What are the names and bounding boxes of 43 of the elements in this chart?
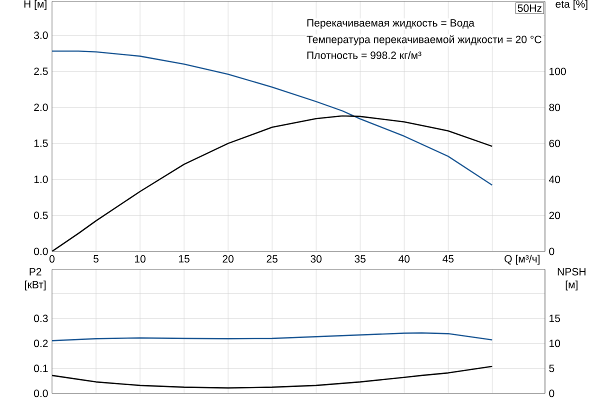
y-tick-label: 1.5 — [34, 139, 48, 147]
y2-tick-label: 15 — [550, 314, 560, 322]
y2-axis-title: eta [%] — [556, 0, 588, 10]
annotation: Перекачиваемая жидкость = Вода — [307, 19, 474, 29]
y2-tick-label: 20 — [549, 211, 560, 219]
y2-tick-label: 0 — [549, 389, 554, 397]
y2-tick-label: 10 — [550, 339, 560, 347]
y-tick-label: 3.0 — [34, 31, 48, 39]
y-tick-label: 0.0 — [34, 247, 48, 255]
annotation: Температура перекачиваемой жидкости = 20 °C — [306, 35, 542, 46]
x-tick-label: 45 — [442, 254, 454, 262]
y-tick-label: 0.0 — [34, 389, 48, 397]
x-tick-label: 25 — [266, 254, 278, 262]
y-axis-title: P2 [кВт] — [25, 268, 46, 290]
line-series — [52, 50, 493, 186]
y2-axis-title: NPSH [м] — [558, 268, 586, 290]
x-tick-label: 35 — [354, 254, 366, 262]
y2-tick-label: 100 — [550, 68, 566, 75]
y-tick-label: 0.2 — [34, 339, 48, 347]
x-tick-label: 5 — [94, 254, 99, 262]
y2-tick-label: 80 — [549, 104, 560, 111]
y-tick-label: 2.0 — [34, 103, 48, 111]
line-series — [52, 115, 493, 252]
y-tick-label: 2.5 — [34, 67, 48, 75]
y2-tick-label: 40 — [548, 175, 560, 183]
y2-tick-label: 5 — [549, 364, 554, 372]
x-tick-label: 0 — [49, 254, 55, 262]
x-tick-label: 40 — [398, 254, 410, 262]
y-tick-label: 0.5 — [34, 211, 48, 219]
x-tick-label: 20 — [222, 254, 234, 262]
y-tick-label: 0.1 — [34, 364, 48, 372]
x-tick-label: 30 — [310, 254, 322, 262]
x-tick-label: 10 — [134, 254, 146, 262]
y2-tick-label: 0 — [549, 247, 554, 255]
y-tick-label: 1.0 — [34, 175, 48, 183]
y-axis-title: H [м] — [24, 0, 46, 10]
annotation: 50Hz — [518, 4, 542, 12]
y-tick-label: 0.3 — [34, 314, 48, 322]
x-axis-title: Q [м³/ч] — [504, 254, 540, 264]
annotation: Плотность = 998.2 кг/м³ — [307, 51, 422, 59]
x-tick-label: 15 — [179, 254, 190, 262]
line-series — [52, 366, 493, 388]
y2-tick-label: 60 — [549, 139, 560, 147]
